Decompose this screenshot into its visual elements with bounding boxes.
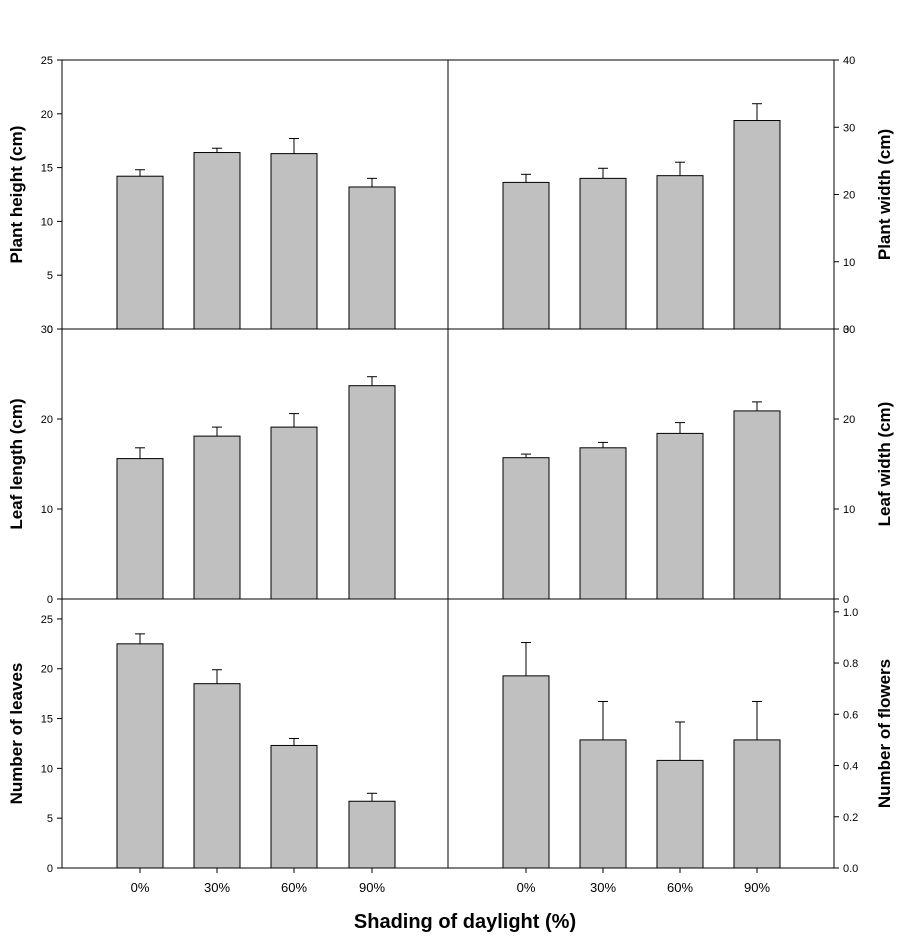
bar <box>193 435 241 600</box>
bar <box>579 739 627 869</box>
y-tick-label: 20 <box>843 414 855 426</box>
bar <box>270 426 318 600</box>
bar <box>116 643 164 869</box>
y-tick-label: 0 <box>47 863 53 875</box>
y-tick-label: 0.4 <box>843 761 858 773</box>
x-tick-label: 30% <box>204 880 230 895</box>
y-tick-label: 25 <box>41 55 53 67</box>
y-tick-label: 0.0 <box>843 863 858 875</box>
x-tick-label: 0% <box>131 880 150 895</box>
y-tick-label: 25 <box>41 614 53 626</box>
bar <box>270 744 318 869</box>
bar <box>502 457 550 600</box>
panel-bottom-left: 0 5 10 15 20 25 Number of leaves <box>7 599 396 875</box>
y-tick-label: 20 <box>843 190 855 202</box>
bar <box>579 177 627 330</box>
bar <box>348 800 396 869</box>
x-tick-label: 0% <box>517 880 536 895</box>
bar <box>270 153 318 330</box>
x-tick-label: 60% <box>281 880 307 895</box>
y-tick-label: 30 <box>843 324 855 336</box>
y-axis-title: Leaf length (cm) <box>7 398 26 529</box>
panel-bottom-right: 0.0 0.2 0.4 0.6 0.8 1.0 Number of flowers <box>502 599 894 875</box>
x-tick-label: 60% <box>667 880 693 895</box>
x-tick-label: 90% <box>359 880 385 895</box>
bar <box>579 447 627 600</box>
bar <box>656 432 704 600</box>
x-tick-label: 30% <box>590 880 616 895</box>
y-tick-label: 0.8 <box>843 658 858 670</box>
y-tick-label: 15 <box>41 714 53 726</box>
figure-frame <box>62 59 834 869</box>
bar <box>116 175 164 330</box>
y-tick-label: 0 <box>843 594 849 606</box>
bar <box>656 175 704 330</box>
y-tick-label: 0 <box>843 324 849 336</box>
panel-middle-right: 0 10 20 30 Leaf width (cm) <box>502 324 894 606</box>
y-tick-label: 10 <box>41 216 53 228</box>
y-tick-label: 15 <box>41 163 53 175</box>
bar <box>502 675 550 869</box>
y-tick-label: 5 <box>47 813 53 825</box>
category-labels: 0% 30% 60% 90% 0% 30% 60% 90% <box>131 868 770 895</box>
y-tick-label: 10 <box>843 504 855 516</box>
x-axis-title: Shading of daylight (%) <box>354 911 576 933</box>
y-tick-label: 1.0 <box>843 607 858 619</box>
y-axis-title: Plant width (cm) <box>875 129 894 260</box>
panel-middle-left: 0 10 20 30 Leaf length (cm) <box>7 324 396 606</box>
y-tick-label: 10 <box>843 257 855 269</box>
y-tick-label: 30 <box>41 324 53 336</box>
panel-top-left: 0 5 10 15 20 25 Plant height (cm) <box>7 55 396 336</box>
y-axis-title: Leaf width (cm) <box>875 402 894 527</box>
y-axis-title: Plant height (cm) <box>7 126 26 264</box>
y-tick-label: 10 <box>41 763 53 775</box>
y-tick-label: 5 <box>47 270 53 282</box>
bar <box>733 739 781 869</box>
y-tick-label: 0 <box>47 594 53 606</box>
x-tick-label: 90% <box>744 880 770 895</box>
panels: 0 5 10 15 20 25 Plant height (cm) 0 10 20 30 40 Plan… <box>7 55 894 875</box>
y-tick-label: 10 <box>41 504 53 516</box>
bar <box>348 186 396 330</box>
y-tick-label: 20 <box>41 109 53 121</box>
bar <box>656 759 704 869</box>
bar <box>733 120 781 330</box>
bar <box>733 410 781 600</box>
y-tick-label: 0.6 <box>843 709 858 721</box>
bar <box>348 385 396 600</box>
y-tick-label: 20 <box>41 664 53 676</box>
bar <box>193 683 241 869</box>
bar <box>116 458 164 600</box>
y-axis-title: Number of flowers <box>875 659 894 808</box>
y-tick-label: 30 <box>843 122 855 134</box>
y-tick-label: 20 <box>41 414 53 426</box>
y-tick-label: 0.2 <box>843 812 858 824</box>
y-tick-label: 0 <box>47 324 53 336</box>
y-tick-label: 40 <box>843 55 855 67</box>
panel-top-right: 0 10 20 30 40 Plant width (cm) <box>502 55 894 336</box>
bar <box>193 152 241 330</box>
y-axis-title: Number of leaves <box>7 663 26 805</box>
bar <box>502 181 550 330</box>
